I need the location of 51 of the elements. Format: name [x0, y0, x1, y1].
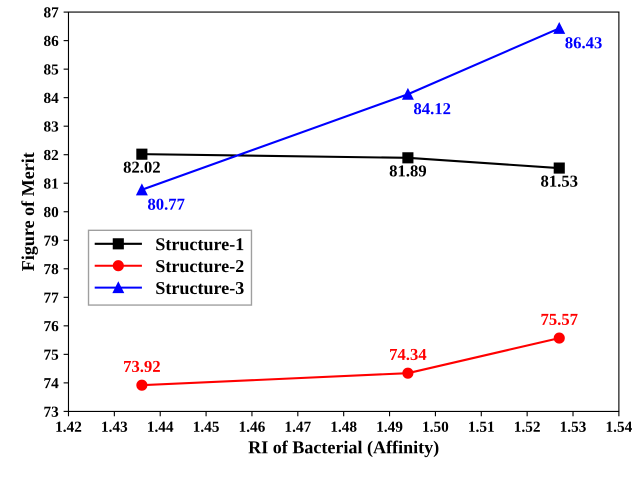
- y-tick-label: 80: [44, 206, 58, 218]
- y-tick-label: 84: [44, 92, 58, 104]
- data-label: 73.92: [124, 360, 160, 372]
- data-label: 75.57: [541, 314, 578, 326]
- y-tick-label: 78: [44, 264, 58, 274]
- point: [136, 148, 148, 160]
- x-tick-label: 1.44: [148, 422, 174, 432]
- x-tick-label: 1.46: [240, 422, 265, 432]
- y-tick-label: 82: [44, 150, 58, 160]
- point: [554, 332, 565, 344]
- x-tick-label: 1.47: [286, 422, 311, 432]
- y-tick-label: 83: [44, 121, 58, 132]
- legend-label: Structure-3: [156, 282, 244, 294]
- y-axis-title: Figure of Merit: [21, 152, 38, 271]
- legend-label: Structure-1: [156, 238, 244, 250]
- x-tick-label: 1.43: [102, 422, 128, 432]
- data-label: 81.89: [390, 165, 426, 177]
- y-tick-label: 85: [44, 64, 58, 75]
- data-label: 86.43: [565, 37, 602, 48]
- y-tick-label: 79: [44, 235, 58, 246]
- data-label: 80.77: [148, 198, 185, 210]
- data-label: 82.02: [124, 162, 160, 173]
- x-tick-label: 1.48: [332, 422, 357, 432]
- y-tick-label: 81: [44, 178, 58, 189]
- point: [136, 184, 148, 196]
- x-tick-label: 1.54: [606, 422, 632, 432]
- data-label: 84.12: [414, 103, 450, 114]
- point: [136, 380, 148, 391]
- y-tick-label: 76: [44, 321, 58, 332]
- point: [554, 162, 565, 174]
- y-tick-label: 73: [44, 406, 58, 417]
- legend-label: Structure-2: [156, 260, 244, 272]
- x-tick-label: 1.51: [469, 422, 494, 432]
- x-tick-label: 1.52: [515, 422, 540, 432]
- data-label: 81.53: [541, 176, 578, 187]
- x-tick-label: 1.42: [56, 422, 82, 432]
- y-tick-label: 74: [44, 378, 58, 388]
- y-tick-label: 87: [44, 7, 58, 18]
- x-tick-label: 1.53: [560, 422, 586, 432]
- x-tick-label: 1.50: [423, 422, 448, 432]
- point: [402, 152, 414, 164]
- x-axis-title: RI of Bacterial (Affinity): [248, 440, 438, 458]
- y-tick-label: 86: [44, 36, 58, 46]
- y-tick-label: 77: [44, 292, 58, 303]
- data-label: 74.34: [390, 348, 426, 360]
- point: [402, 88, 414, 100]
- x-tick-label: 1.45: [194, 422, 219, 432]
- x-tick-label: 1.49: [377, 422, 402, 432]
- y-tick-label: 75: [44, 350, 58, 360]
- point: [554, 22, 565, 34]
- point: [402, 368, 414, 379]
